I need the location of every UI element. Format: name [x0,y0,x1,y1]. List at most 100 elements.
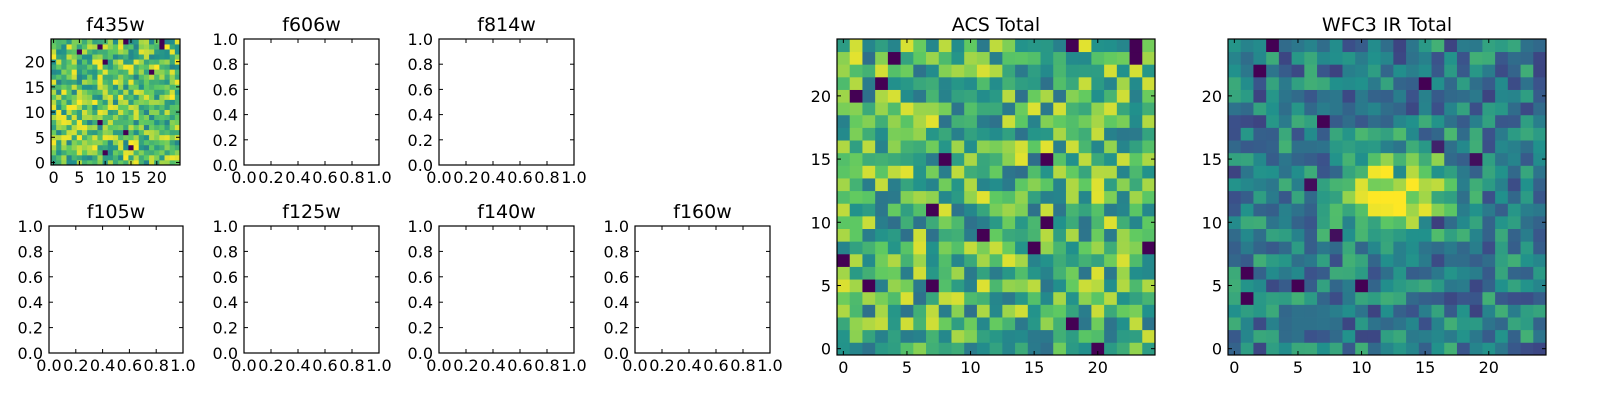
heatmap-cell [1015,152,1029,166]
heatmap-cell [138,114,145,121]
heatmap-cell [123,134,129,141]
heatmap-cell [133,104,140,110]
heatmap-cell [123,49,129,55]
heatmap-cell [1533,304,1547,318]
heatmap-cell [849,102,863,116]
heatmap-cell [1104,279,1118,293]
heatmap-cell [76,114,83,121]
heatmap-cell [1495,127,1509,141]
heatmap-cell [913,253,927,267]
heatmap-cell [76,109,83,115]
heatmap-cell [951,64,965,78]
heatmap-cell [154,144,160,151]
heatmap-cell [1240,51,1254,65]
heatmap-cell [913,39,927,53]
heatmap-cell [938,342,952,356]
heatmap-cell [1482,178,1496,192]
heatmap-cell [1104,203,1118,217]
heatmap-cell [1015,228,1029,242]
heatmap-cell [1002,329,1016,343]
heatmap-cell [1291,329,1305,343]
heatmap-cell [118,114,124,121]
heatmap-cell [97,109,103,115]
heatmap-cell [913,266,927,280]
heatmap-cell [1129,76,1143,90]
heatmap-cell [976,190,991,204]
heatmap-cell [1027,51,1041,65]
x-tick-label: 10 [95,168,115,187]
heatmap-cell [887,241,901,255]
heatmap-cell [1456,342,1471,356]
axes-frame [1227,38,1547,356]
heatmap-cell [112,94,119,100]
heatmap-cell [1129,64,1143,78]
heatmap-cell [1380,291,1394,305]
heatmap-cell [1228,228,1242,242]
x-tick-label: 0.6 [703,356,728,375]
heatmap-cell [1482,203,1496,217]
heatmap-cell [143,129,150,136]
heatmap-cell [938,291,952,305]
heatmap-cell [1027,304,1041,318]
heatmap-cell [149,149,155,156]
x-tick-label: 0 [1229,358,1239,377]
heatmap-cell [123,84,129,90]
heatmap-cell [1228,165,1242,179]
heatmap-cell [1228,241,1242,255]
heatmap-cell [1431,241,1445,255]
heatmap-cell [143,144,150,151]
heatmap-cell [123,54,129,60]
heatmap-cell [51,144,57,151]
heatmap-cell [102,109,109,115]
heatmap-cell [169,39,176,45]
heatmap-cell [66,44,73,50]
heatmap-cell [1065,228,1080,242]
x-tick-label: 0.8 [730,356,755,375]
heatmap-cell [1329,279,1343,293]
heatmap-cell [107,59,114,65]
heatmap-cell [1444,39,1458,53]
heatmap-cell [1444,291,1458,305]
axes-frame [243,38,380,166]
heatmap-cell [1469,178,1483,192]
heatmap-cell [951,140,965,154]
heatmap-cell [1142,39,1156,53]
heatmap-cell [1317,215,1331,229]
heatmap-cell [143,74,150,80]
x-tick-label: 20 [1479,358,1499,377]
heatmap-cell [1015,102,1029,116]
heatmap-cell [143,149,150,156]
heatmap-cell [66,119,73,126]
heatmap-cell [1367,329,1382,343]
heatmap-cell [71,64,78,70]
heatmap-cell [159,119,165,126]
heatmap-cell [849,241,863,255]
heatmap-cell [1240,203,1254,217]
heatmap-cell [112,79,119,85]
y-tick-label: 0.6 [408,80,433,99]
heatmap-cell [97,154,103,161]
heatmap-cell [159,74,165,80]
x-tick-label: 0 [48,168,58,187]
heatmap-cell [1520,76,1534,90]
heatmap-cell [138,69,145,75]
heatmap-cell [1116,76,1130,90]
heatmap-cell [92,84,98,90]
heatmap-cell [1367,317,1382,331]
heatmap-cell [1104,89,1118,103]
heatmap-cell [133,64,140,70]
heatmap-cell [951,266,965,280]
heatmap-cell [875,241,889,255]
heatmap-cell [1342,304,1356,318]
heatmap-cell [149,124,155,131]
heatmap-cell [989,291,1003,305]
heatmap-cell [92,59,98,65]
heatmap-cell [1495,215,1509,229]
heatmap-cell [1495,190,1509,204]
heatmap-cell [1418,279,1432,293]
heatmap-cell [1520,127,1534,141]
heatmap-cell [1304,140,1318,154]
heatmap-cell [1015,114,1029,128]
heatmap-cell [51,104,57,110]
heatmap-cell [1418,266,1432,280]
